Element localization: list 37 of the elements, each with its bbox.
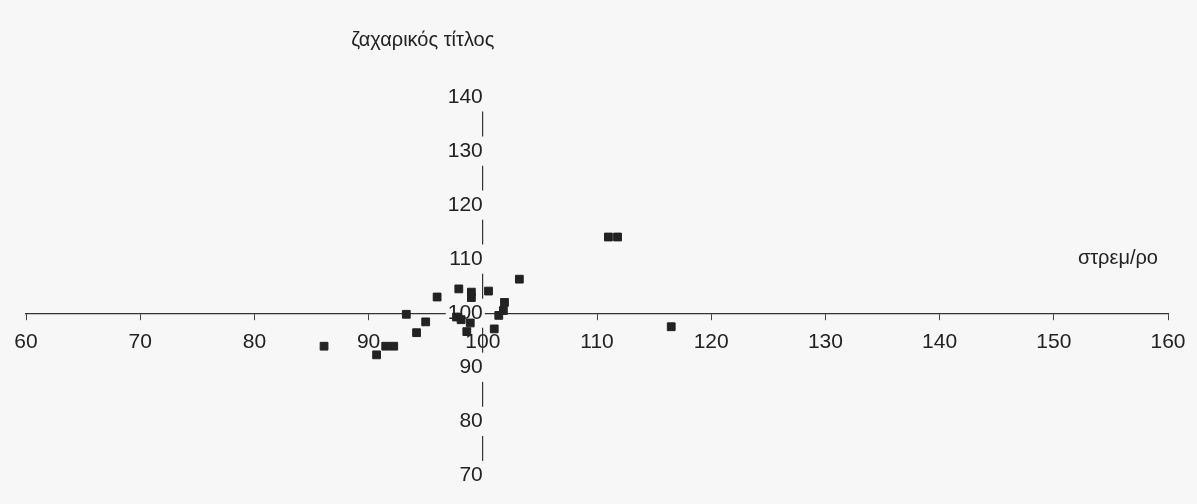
x-tick-label: 150 bbox=[1036, 328, 1072, 352]
y-tick-label: 130 bbox=[447, 137, 483, 161]
x-tick-label: 80 bbox=[242, 328, 267, 352]
point bbox=[372, 350, 381, 360]
point bbox=[514, 274, 524, 284]
x-tick-label: 90 bbox=[356, 328, 381, 352]
point bbox=[613, 232, 622, 242]
x-tick-label: 120 bbox=[693, 328, 729, 352]
point bbox=[401, 309, 411, 319]
point bbox=[666, 322, 676, 332]
point bbox=[604, 232, 613, 242]
x-tick-label: 130 bbox=[807, 328, 843, 352]
y-tick-label: 70 bbox=[459, 462, 483, 486]
point bbox=[381, 341, 391, 351]
point bbox=[389, 341, 399, 351]
x-tick-label: 140 bbox=[922, 328, 958, 352]
y-tick-label: 120 bbox=[447, 191, 483, 215]
y-tick-label: 80 bbox=[459, 408, 483, 432]
y-tick-label: 110 bbox=[449, 245, 483, 269]
x-tick-label: 70 bbox=[128, 328, 152, 352]
point bbox=[454, 284, 464, 294]
x-tick-label: 160 bbox=[1150, 328, 1186, 352]
point bbox=[466, 293, 476, 302]
point bbox=[484, 286, 493, 296]
point bbox=[412, 328, 421, 338]
y-axis-title: ζαχαρικός τίτλος bbox=[351, 27, 495, 50]
point bbox=[319, 341, 329, 351]
x-tick-label: 110 bbox=[580, 328, 614, 352]
point bbox=[465, 318, 475, 328]
point bbox=[500, 298, 509, 307]
x-axis-title: στρεμ/ρο bbox=[1077, 245, 1158, 268]
y-tick-label: 140 bbox=[447, 83, 483, 107]
point bbox=[421, 317, 431, 327]
point bbox=[494, 311, 504, 320]
x-tick-label: 60 bbox=[14, 328, 38, 352]
point bbox=[432, 292, 442, 302]
y-tick-label: 90 bbox=[459, 354, 483, 378]
